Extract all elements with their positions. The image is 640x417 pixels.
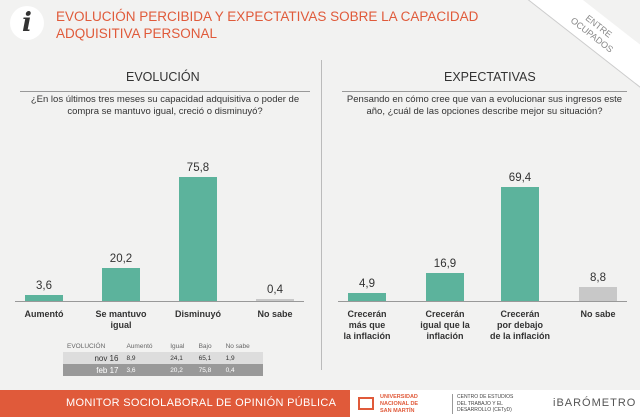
evolucion-value-label: 75,8 (186, 161, 210, 174)
question-line-right (342, 91, 627, 92)
cetyd-line: DEL TRABAJO Y EL (457, 400, 503, 407)
expectativas-bar (501, 187, 539, 301)
expectativas-category-label: Crecerán por debajo de la inflación (482, 309, 558, 342)
history-col-header: Bajo (198, 342, 212, 350)
logo-icon: i (10, 6, 44, 40)
footer: MONITOR SOCIOLABORAL DE OPINIÓN PÚBLICA … (0, 390, 640, 417)
unsam-logo-icon (358, 397, 374, 410)
history-col-header: Aumentó (126, 342, 153, 350)
evolucion-category-line: No sabe (257, 309, 293, 319)
evolucion-value-label: 3,6 (36, 280, 52, 293)
expectativas-category-label: Crecerán más que la inflación (329, 309, 405, 342)
unsam-label: UNIVERSIDAD NACIONAL DE SAN MARTÍN (380, 394, 418, 415)
history-row: feb 17 3,6 20,2 75,8 0,4 (63, 364, 263, 376)
barometro-logo: iBARÓMETRO (553, 397, 637, 409)
expectativas-bar (579, 286, 617, 301)
section-divider (321, 60, 322, 370)
history-cell: 8,9 (122, 352, 167, 364)
unsam-line: UNIVERSIDAD (380, 394, 418, 400)
expectativas-bar (348, 292, 386, 301)
history-cell: 3,6 (122, 364, 167, 376)
evolucion-category-label: No sabe (237, 309, 313, 320)
history-col-header: Igual (170, 342, 185, 350)
cetyd-line: DESARROLLO (CETyD) (457, 407, 512, 413)
history-cell: 75,8 (194, 364, 222, 376)
evolucion-category-line: Aumentó (24, 309, 64, 319)
expectativas-value-label: 8,8 (590, 271, 606, 284)
history-cell: feb 17 (63, 364, 123, 376)
unsam-line: NACIONAL DE (380, 401, 419, 407)
expectativas-question: Pensando en cómo cree que van a evolucio… (346, 94, 623, 117)
expectativas-category-line: más que (348, 320, 386, 330)
evolucion-value-label: 20,2 (109, 252, 133, 265)
expectativas-category-line: por debajo (496, 320, 543, 330)
logo-letter: i (22, 8, 32, 38)
expectativas-value-label: 69,4 (508, 172, 532, 185)
history-cell: 20,2 (166, 364, 195, 376)
history-cell: 1,9 (221, 352, 263, 364)
expectativas-category-label: Crecerán igual que la inflación (407, 309, 483, 342)
footer-band: MONITOR SOCIOLABORAL DE OPINIÓN PÚBLICA (0, 390, 350, 417)
page-title: EVOLUCIÓN PERCIBIDA Y EXPECTATIVAS SOBRE… (56, 9, 479, 41)
expectativas-category-line: Crecerán (500, 309, 540, 319)
history-col-header: EVOLUCIÓN (67, 342, 106, 350)
expectativas-value-label: 16,9 (433, 258, 457, 271)
evolucion-category-line: Se mantuvo (95, 309, 147, 319)
segment-ribbon: ENTRE OCUPADOS (525, 0, 640, 91)
expectativas-category-line: Crecerán (347, 309, 387, 319)
evolucion-category-line: igual (110, 320, 132, 330)
evolucion-bar (179, 176, 217, 301)
history-table: EVOLUCIÓN Aumentó Igual Bajo No sabe nov… (63, 340, 263, 376)
history-cell: nov 16 (63, 352, 123, 364)
evolucion-baseline (15, 301, 304, 302)
expectativas-category-line: inflación (426, 331, 464, 341)
expectativas-category-label: No sabe (560, 309, 636, 320)
evolucion-category-label: Se mantuvo igual (83, 309, 159, 331)
evolucion-title: EVOLUCIÓN (126, 70, 200, 84)
history-cell: 0,4 (221, 364, 263, 376)
history-cell: 24,1 (166, 352, 195, 364)
expectativas-category-line: de la inflación (489, 331, 550, 341)
history-row: nov 16 8,9 24,1 65,1 1,9 (63, 352, 263, 364)
evolucion-category-line: Disminuyó (174, 309, 221, 319)
expectativas-baseline (338, 301, 627, 302)
expectativas-category-line: No sabe (580, 309, 616, 319)
expectativas-value-label: 4,9 (359, 277, 375, 290)
expectativas-category-line: Crecerán (425, 309, 465, 319)
expectativas-category-line: igual que la (420, 320, 470, 330)
evolucion-bar (102, 267, 140, 301)
expectativas-category-line: la inflación (343, 331, 391, 341)
evolucion-bar (256, 299, 294, 301)
cetyd-label: CENTRO DE ESTUDIOS DEL TRABAJO Y EL DESA… (452, 394, 513, 414)
evolucion-question: ¿En los últimos tres meses su capacidad … (30, 94, 300, 117)
monitor-label: MONITOR SOCIOLABORAL DE OPINIÓN PÚBLICA (66, 397, 337, 409)
history-header-row: EVOLUCIÓN Aumentó Igual Bajo No sabe (63, 340, 263, 352)
evolucion-bar (25, 295, 63, 301)
history-col-header: No sabe (225, 342, 250, 350)
expectativas-title: EXPECTATIVAS (444, 70, 536, 84)
question-line-left (20, 91, 310, 92)
expectativas-bar (426, 273, 464, 301)
unsam-line: SAN MARTÍN (380, 408, 415, 414)
cetyd-line: CENTRO DE ESTUDIOS (457, 394, 514, 400)
evolucion-category-label: Aumentó (6, 309, 82, 320)
evolucion-category-label: Disminuyó (160, 309, 236, 320)
evolucion-value-label: 0,4 (267, 284, 283, 296)
history-cell: 65,1 (194, 352, 222, 364)
